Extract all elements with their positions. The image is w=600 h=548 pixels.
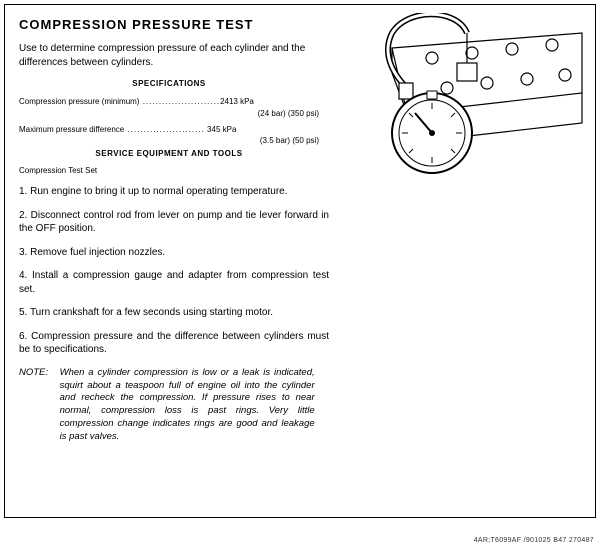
- note-block: NOTE: When a cylinder compression is low…: [19, 367, 329, 444]
- spec1-value: 2413 kPa: [220, 97, 254, 106]
- spec2-label: Maximum pressure difference: [19, 125, 124, 134]
- step-5: 5. Turn crankshaft for a few seconds usi…: [19, 306, 329, 320]
- step-4: 4. Install a compression gauge and adapt…: [19, 269, 329, 296]
- specifications-heading: SPECIFICATIONS: [19, 79, 319, 88]
- spec-row-2: Maximum pressure difference 345 kPa: [19, 124, 319, 136]
- step-2: 2. Disconnect control rod from lever on …: [19, 209, 329, 236]
- step-3: 3. Remove fuel injection nozzles.: [19, 246, 329, 260]
- compression-gauge-illustration: [337, 13, 587, 203]
- spec1-alt: (24 bar) (350 psi): [19, 109, 319, 118]
- tools-heading: SERVICE EQUIPMENT AND TOOLS: [19, 149, 319, 158]
- footer-code: 4AR;T6099AF /901025 B47 270487: [474, 537, 594, 544]
- spec2-value: 345 kPa: [207, 125, 236, 134]
- spec2-alt: (3.5 bar) (50 psi): [19, 136, 319, 145]
- step-6: 6. Compression pressure and the differen…: [19, 330, 329, 357]
- intro-text: Use to determine compression pressure of…: [19, 42, 309, 69]
- spec1-label: Compression pressure (minimum): [19, 97, 139, 106]
- note-text: When a cylinder compression is low or a …: [60, 367, 315, 444]
- note-label: NOTE:: [19, 367, 57, 380]
- spec-row-1: Compression pressure (minimum) 2413 kPa: [19, 96, 319, 108]
- step-1: 1. Run engine to bring it up to normal o…: [19, 185, 329, 199]
- document-page: COMPRESSION PRESSURE TEST Use to determi…: [4, 4, 596, 518]
